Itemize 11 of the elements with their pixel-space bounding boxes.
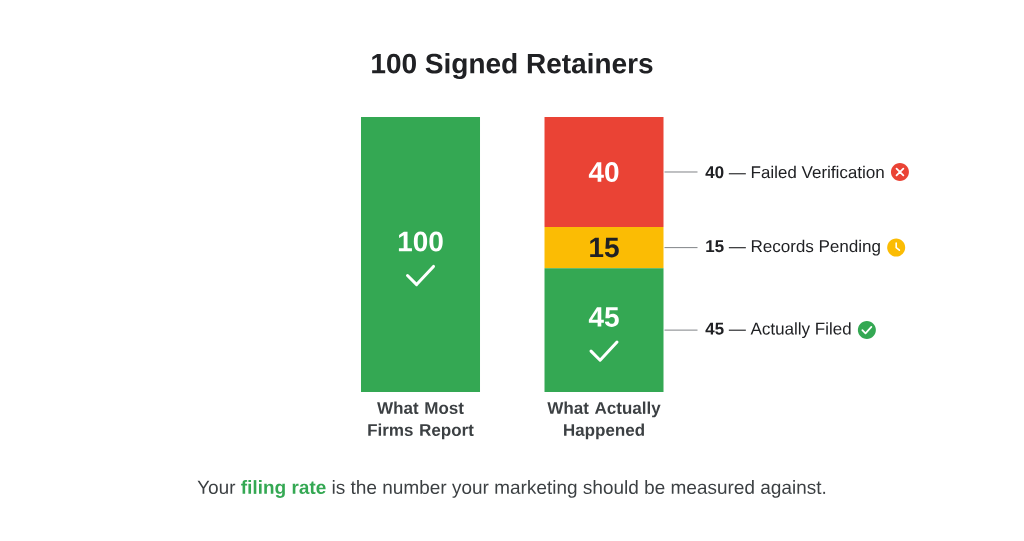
text: 15 — Records Pending [706,239,880,256]
text: 40 — Failed Verification [705,165,884,179]
data-label: 45 [588,307,619,327]
data-label: 15 [590,237,619,258]
data-label: 40 [588,162,619,182]
data-label: 100 [398,231,443,252]
chart-title: 100 Signed Retainers [372,52,653,80]
text: 45 — Actually Filed [705,322,851,339]
text: Your filing rate is the number your marketing should be measured against. [197,480,826,498]
x-tick-label: What Most Firms Report [368,401,474,440]
x-tick-label: What Actually Happened [547,401,661,440]
